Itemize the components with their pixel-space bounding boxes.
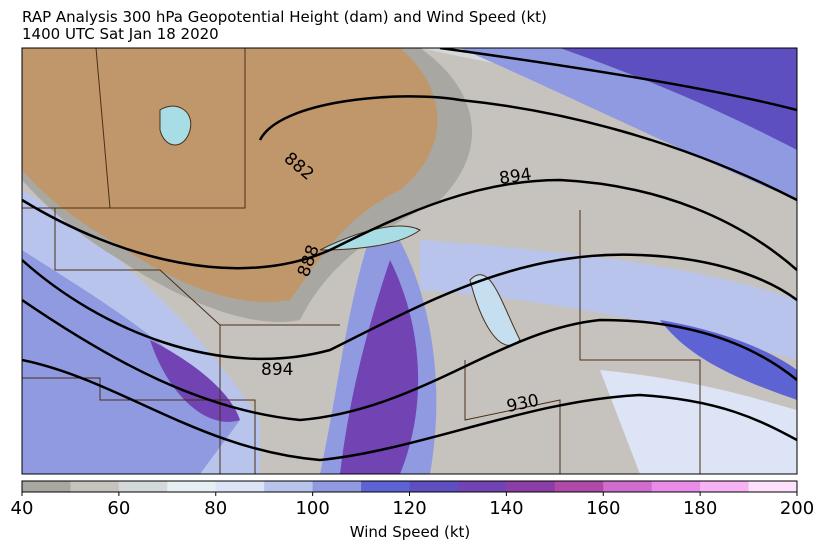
tick-label: 80 <box>204 498 227 519</box>
colorbar-bin <box>603 481 653 492</box>
tick-label: 60 <box>107 498 130 519</box>
colorbar-bin <box>651 481 701 492</box>
colorbar-bin <box>748 481 798 492</box>
colorbar-bin <box>457 481 507 492</box>
tick-label: 180 <box>683 498 717 519</box>
colorbar-bin <box>409 481 459 492</box>
colorbar-bin <box>167 481 217 492</box>
tick-label: 160 <box>586 498 620 519</box>
colorbar-bin <box>700 481 750 492</box>
map <box>22 48 797 474</box>
colorbar: 40 60 80 100 120 140 160 180 200 <box>11 480 814 519</box>
tick-label: 100 <box>295 498 329 519</box>
colorbar-bin <box>70 481 120 492</box>
colorbar-bin <box>22 481 71 492</box>
tick-label: 140 <box>489 498 523 519</box>
colorbar-bin <box>215 481 265 492</box>
map-frame <box>21 47 798 475</box>
colorbar-bin <box>361 481 410 492</box>
colorbar-bin <box>554 481 604 492</box>
tick-label: 120 <box>392 498 426 519</box>
tick-label: 40 <box>11 498 34 519</box>
subtitle: 1400 UTC Sat Jan 18 2020 <box>22 25 219 43</box>
colorbar-bin <box>312 481 362 492</box>
title: RAP Analysis 300 hPa Geopotential Height… <box>22 8 547 26</box>
tick-label: 200 <box>780 498 814 519</box>
colorbar-label: Wind Speed (kt) <box>350 523 471 541</box>
contour-label: 894 <box>261 360 293 380</box>
colorbar-bin <box>264 481 314 492</box>
contour-label: 894 <box>498 165 533 189</box>
colorbar-bin <box>118 481 168 492</box>
colorbar-bin <box>506 481 556 492</box>
